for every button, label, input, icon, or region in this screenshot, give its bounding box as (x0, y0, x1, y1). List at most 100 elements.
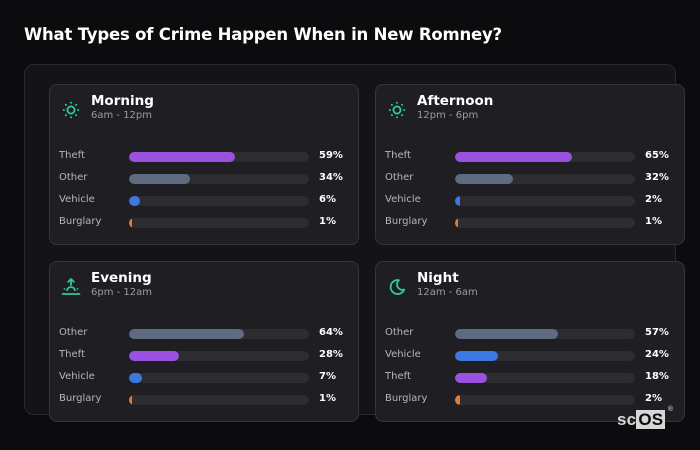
bar-label: Burglary (59, 393, 102, 404)
bar-track (129, 395, 309, 405)
sun-icon (386, 99, 408, 121)
bar-label: Other (385, 172, 414, 183)
bar-value: 2% (645, 194, 662, 205)
bar-row: Other 34% (59, 169, 348, 191)
bar-label: Burglary (385, 216, 428, 227)
bar-fill (129, 174, 191, 184)
bar-value: 65% (645, 150, 669, 161)
bar-value: 34% (319, 172, 343, 183)
bar-fill (129, 373, 142, 383)
card-afternoon: Afternoon 12pm - 6pm Theft 65% Other 32% V… (375, 84, 685, 245)
bar-label: Vehicle (59, 371, 95, 382)
bar-label: Theft (59, 150, 85, 161)
bar-fill (455, 395, 460, 405)
bar-label: Theft (59, 349, 85, 360)
bar-value: 32% (645, 172, 669, 183)
scos-logo: sc OS ® (617, 406, 673, 430)
card-subtitle: 12am - 6am (417, 287, 478, 298)
bar-row: Theft 59% (59, 147, 348, 169)
bar-row: Theft 28% (59, 346, 348, 368)
bar-value: 57% (645, 327, 669, 338)
bar-value: 18% (645, 371, 669, 382)
bar-fill (129, 329, 245, 339)
bar-label: Vehicle (59, 194, 95, 205)
logo-prefix: sc (617, 410, 637, 429)
bar-value: 28% (319, 349, 343, 360)
bar-value: 2% (645, 393, 662, 404)
bar-label: Other (59, 327, 88, 338)
bar-track (455, 152, 635, 162)
bar-track (129, 351, 309, 361)
card-title: Night (417, 270, 459, 286)
bar-value: 1% (645, 216, 662, 227)
bar-fill (455, 329, 558, 339)
bar-track (455, 329, 635, 339)
bar-row: Other 64% (59, 324, 348, 346)
card-title: Evening (91, 270, 152, 286)
bar-fill (455, 373, 488, 383)
bar-track (129, 174, 309, 184)
bar-track (129, 196, 309, 206)
bar-row: Burglary 1% (59, 390, 348, 412)
bar-track (455, 196, 635, 206)
bar-fill (129, 395, 132, 405)
bar-label: Burglary (59, 216, 102, 227)
card-morning: Morning 6am - 12pm Theft 59% Other 34% Veh… (49, 84, 359, 245)
bar-value: 24% (645, 349, 669, 360)
bar-value: 59% (319, 150, 343, 161)
card-subtitle: 6am - 12pm (91, 110, 153, 121)
page-title: What Types of Crime Happen When in New R… (24, 25, 502, 44)
bar-row: Theft 18% (385, 368, 674, 390)
card-subtitle: 6pm - 12am (91, 287, 153, 298)
bar-track (455, 373, 635, 383)
bar-value: 64% (319, 327, 343, 338)
bar-track (455, 351, 635, 361)
bar-row: Vehicle 6% (59, 191, 348, 213)
bar-label: Other (59, 172, 88, 183)
bar-row: Vehicle 24% (385, 346, 674, 368)
bar-track (129, 373, 309, 383)
bar-track (129, 329, 309, 339)
bar-fill (129, 218, 132, 228)
bar-row: Theft 65% (385, 147, 674, 169)
registered-mark: ® (667, 406, 674, 413)
bar-fill (455, 152, 572, 162)
logo-highlight: OS (636, 410, 666, 429)
bar-fill (129, 152, 236, 162)
card-subtitle: 12pm - 6pm (417, 110, 479, 121)
bar-track (455, 218, 635, 228)
bar-fill (455, 218, 458, 228)
bar-label: Theft (385, 371, 411, 382)
bar-track (455, 395, 635, 405)
bar-label: Burglary (385, 393, 428, 404)
card-title: Morning (91, 93, 154, 109)
bar-row: Other 57% (385, 324, 674, 346)
bar-row: Burglary 1% (59, 213, 348, 235)
bar-row: Vehicle 7% (59, 368, 348, 390)
bar-value: 6% (319, 194, 336, 205)
bar-row: Vehicle 2% (385, 191, 674, 213)
bar-fill (129, 351, 180, 361)
bar-row: Burglary 2% (385, 390, 674, 412)
bar-row: Burglary 1% (385, 213, 674, 235)
bar-fill (455, 174, 513, 184)
card-evening: Evening 6pm - 12am Other 64% Theft 28% Veh… (49, 261, 359, 422)
bar-track (129, 152, 309, 162)
bar-track (129, 218, 309, 228)
card-night: Night 12am - 6am Other 57% Vehicle 24% The… (375, 261, 685, 422)
bar-fill (455, 351, 499, 361)
bar-label: Vehicle (385, 194, 421, 205)
bar-value: 7% (319, 371, 336, 382)
bar-track (455, 174, 635, 184)
sun-icon (60, 99, 82, 121)
bar-row: Other 32% (385, 169, 674, 191)
bar-label: Theft (385, 150, 411, 161)
bar-label: Vehicle (385, 349, 421, 360)
sunset-icon (60, 276, 82, 298)
bar-value: 1% (319, 393, 336, 404)
bar-fill (455, 196, 460, 206)
moon-icon (386, 276, 408, 298)
bar-value: 1% (319, 216, 336, 227)
bar-label: Other (385, 327, 414, 338)
card-title: Afternoon (417, 93, 494, 109)
